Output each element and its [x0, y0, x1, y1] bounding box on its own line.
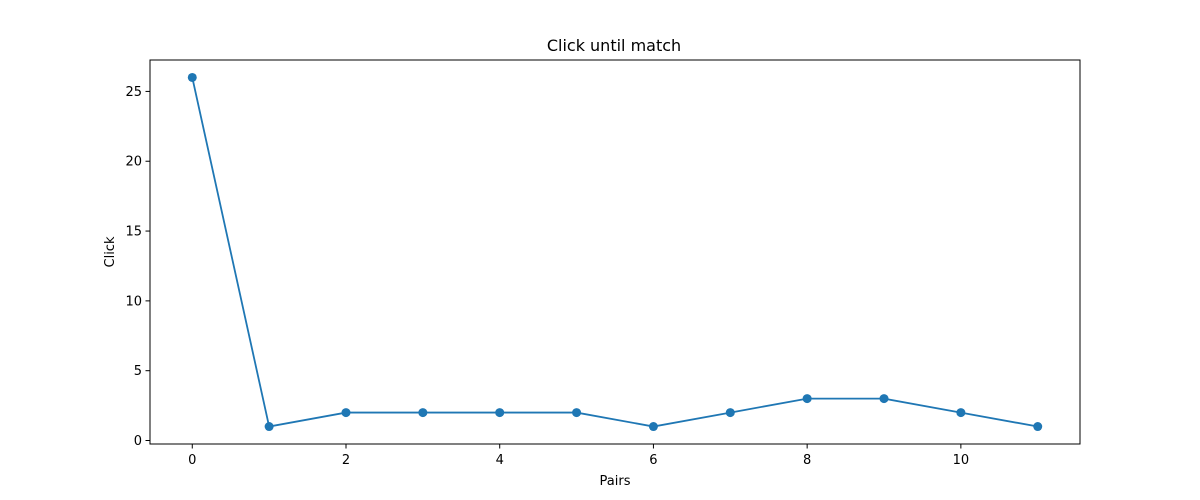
x-axis-label: Pairs — [600, 474, 631, 489]
chart-title: Click until match — [547, 36, 681, 55]
data-point — [1033, 422, 1043, 432]
y-tick-label: 10 — [125, 294, 142, 309]
data-point — [418, 408, 428, 418]
x-tick-label: 0 — [188, 453, 196, 468]
data-point — [264, 422, 274, 432]
x-axis-ticks: 0 2 4 6 8 10 — [188, 444, 969, 468]
data-point — [879, 394, 889, 404]
data-point — [572, 408, 582, 418]
data-point — [956, 408, 966, 418]
y-tick-label: 5 — [134, 364, 142, 379]
x-tick-label: 8 — [803, 453, 811, 468]
plot-area-frame — [149, 59, 1081, 445]
y-tick-label: 25 — [125, 85, 142, 100]
data-point — [802, 394, 812, 404]
y-tick-label: 15 — [125, 225, 142, 240]
data-point — [725, 408, 735, 418]
y-axis-label: Click — [103, 236, 118, 267]
data-point — [341, 408, 351, 418]
data-point — [187, 72, 197, 82]
x-tick-label: 10 — [953, 453, 970, 468]
data-point — [648, 422, 658, 432]
series-points — [187, 72, 1043, 432]
y-axis-ticks: 0 5 10 15 20 25 — [125, 85, 150, 449]
y-tick-label: 20 — [125, 155, 142, 170]
x-tick-label: 4 — [496, 453, 504, 468]
y-tick-label: 0 — [134, 434, 142, 449]
data-point — [495, 408, 505, 418]
x-tick-label: 2 — [342, 453, 350, 468]
x-tick-label: 6 — [649, 453, 657, 468]
series-line-click — [191, 77, 1038, 428]
